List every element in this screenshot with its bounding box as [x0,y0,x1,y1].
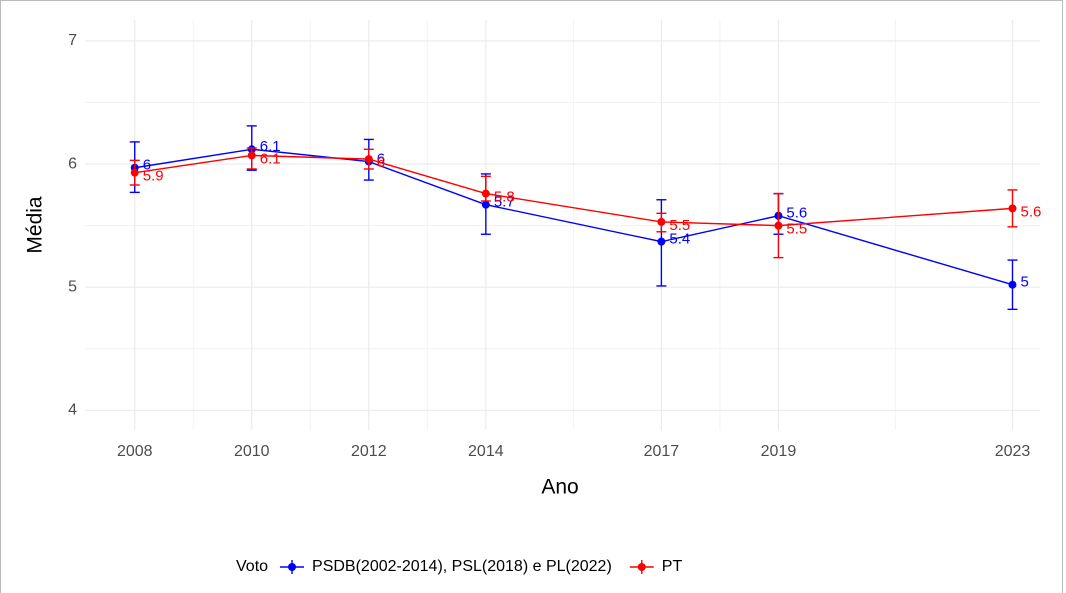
data-label: 5.6 [786,205,807,222]
x-tick-label: 2010 [234,443,270,460]
data-label: 5.5 [669,217,690,234]
legend-label: PT [662,558,683,575]
x-tick-label: 2019 [761,443,797,460]
data-label: 6 [377,151,385,168]
point [364,155,373,164]
legend-label: PSDB(2002-2014), PSL(2018) e PL(2022) [312,558,612,575]
y-tick-label: 7 [68,32,77,49]
point [1008,280,1017,289]
point [481,200,490,209]
point [657,217,666,226]
point [130,168,139,177]
y-tick-label: 6 [68,155,77,172]
data-label: 5.9 [143,168,164,185]
data-label: 5.5 [786,221,807,238]
x-tick-label: 2012 [351,443,387,460]
x-tick-label: 2014 [468,443,504,460]
point [774,221,783,230]
data-label: 5.6 [1020,203,1041,220]
x-axis-title: Ano [541,476,578,499]
data-label: 5.8 [494,189,515,206]
data-label: 5.4 [669,231,690,248]
data-label: 6.1 [260,138,281,155]
legend-title: Voto [236,558,268,575]
y-tick-label: 4 [68,402,77,419]
x-tick-label: 2008 [117,443,153,460]
x-tick-label: 2023 [995,443,1031,460]
point [481,189,490,198]
data-label: 6.1 [260,150,281,167]
y-axis-title: Média [24,196,47,254]
data-label: 6 [377,154,385,171]
legend-entry: PT [629,558,683,575]
point [247,151,256,160]
point [657,237,666,246]
x-tick-label: 2017 [644,443,680,460]
point [1008,204,1017,213]
y-tick-label: 5 [68,278,77,295]
data-label: 6 [143,157,151,174]
data-label: 5 [1020,274,1028,291]
legend-entry: PSDB(2002-2014), PSL(2018) e PL(2022) [280,558,612,575]
